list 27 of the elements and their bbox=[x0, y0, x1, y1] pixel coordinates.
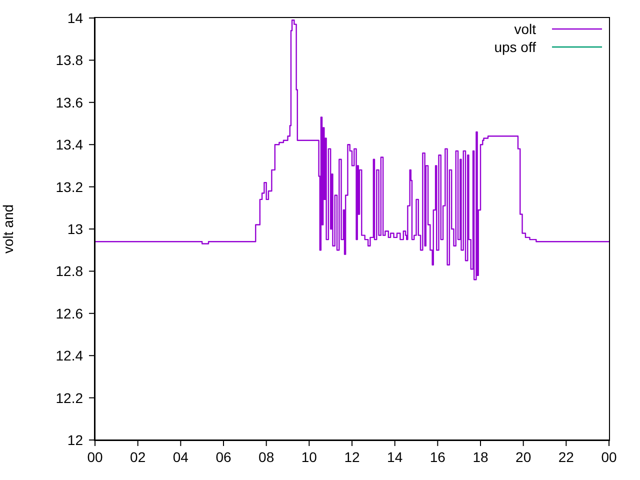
y-tick-label: 12.6 bbox=[56, 305, 84, 322]
x-tick-label: 12 bbox=[344, 448, 360, 465]
y-tick-label: 12.4 bbox=[56, 348, 84, 364]
x-tick-label: 22 bbox=[558, 448, 574, 465]
legend-label: ups off bbox=[494, 39, 536, 55]
y-tick-label: 12 bbox=[67, 432, 84, 448]
y-tick-label: 13.8 bbox=[56, 52, 84, 68]
y-tick-label: 13.2 bbox=[56, 178, 84, 195]
y-axis-title: volt and bbox=[0, 204, 16, 254]
y-tick-label: 13.4 bbox=[56, 136, 84, 153]
x-tick-label: 16 bbox=[430, 448, 446, 465]
x-tick-label: 02 bbox=[130, 448, 146, 465]
x-tick-label: 04 bbox=[172, 448, 189, 465]
x-tick-label: 20 bbox=[516, 448, 532, 465]
y-tick-label: 13.6 bbox=[56, 94, 84, 110]
x-tick-label: 00 bbox=[87, 448, 103, 465]
x-tick-label: 00 bbox=[601, 448, 617, 465]
x-tick-label: 10 bbox=[301, 448, 318, 465]
x-tick-label: 18 bbox=[472, 448, 488, 465]
x-tick-label: 08 bbox=[258, 448, 274, 465]
y-tick-label: 13 bbox=[67, 220, 84, 237]
y-tick-label: 12.2 bbox=[56, 390, 84, 406]
legend-label: volt bbox=[514, 21, 536, 37]
y-tick-label: 14 bbox=[67, 10, 84, 26]
y-tick-label: 12.8 bbox=[56, 263, 84, 280]
x-tick-label: 14 bbox=[387, 448, 403, 465]
x-tick-label: 06 bbox=[216, 448, 232, 465]
